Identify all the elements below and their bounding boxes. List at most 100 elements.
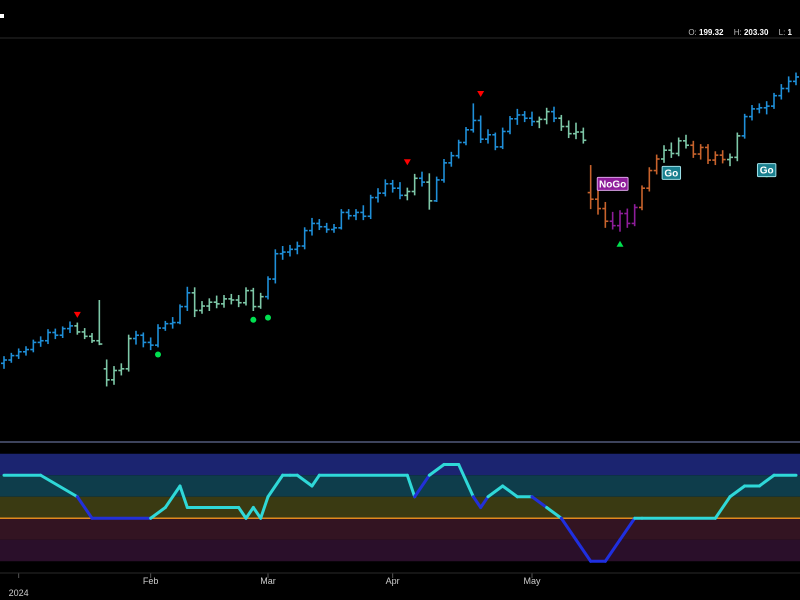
price-bar (536, 116, 543, 129)
price-bar (59, 326, 66, 338)
signal-dot-icon (155, 351, 161, 358)
price-bar (279, 246, 286, 260)
oscillator-segment (251, 506, 263, 520)
high-label: H: (733, 28, 742, 37)
high-value: 203.30 (743, 28, 769, 37)
oscillator-segment (266, 473, 285, 499)
price-bar (272, 249, 279, 284)
price-bar (639, 185, 645, 211)
sell-signal-icon (477, 91, 485, 98)
price-bar (287, 244, 293, 257)
price-bar (67, 321, 73, 334)
price-bar (419, 171, 425, 187)
price-bar (543, 107, 550, 125)
price-bar (705, 144, 711, 164)
x-tick-label: May (523, 576, 541, 586)
price-bar (653, 154, 660, 175)
go-label: Go (756, 163, 777, 178)
oscillator-segment (163, 484, 182, 509)
oscillator-band (0, 539, 800, 562)
price-bar (558, 114, 565, 131)
price-bar (382, 179, 389, 197)
price-bar (184, 286, 191, 311)
price-bar (345, 209, 352, 220)
price-bar (52, 328, 59, 340)
label-text: Go (664, 168, 678, 179)
price-bar (749, 105, 755, 121)
price-bar (331, 223, 337, 233)
price-bar (411, 173, 418, 196)
price-bar (111, 366, 117, 385)
price-bar (426, 173, 433, 210)
price-bar (602, 201, 609, 228)
label-text: NoGo (599, 179, 626, 190)
price-bar (23, 346, 29, 356)
price-bar (169, 317, 176, 329)
oscillator-segment (75, 495, 94, 520)
oscillator-segment (479, 495, 490, 509)
oscillator-segment (545, 506, 563, 520)
oscillator-band (0, 453, 800, 476)
price-bar (309, 217, 315, 236)
price-bar (448, 151, 455, 167)
oscillator-segment (603, 538, 622, 563)
price-bar (397, 182, 403, 200)
price-bar (213, 295, 220, 309)
price-bar (360, 205, 367, 221)
price-bar (551, 106, 557, 123)
sell-signal-icon (403, 159, 411, 166)
signal-dot-icon (265, 314, 271, 321)
oscillator-segment (405, 473, 417, 499)
price-bar (125, 334, 132, 372)
oscillator-segment (486, 484, 505, 499)
price-bar (463, 127, 469, 146)
price-bar (587, 165, 594, 210)
window-corner-glyph (0, 14, 4, 18)
oscillator-segment (618, 516, 637, 542)
oscillator-segment (295, 473, 314, 488)
price-bar (155, 324, 161, 348)
price-bar (257, 292, 264, 309)
price-bar (375, 188, 381, 203)
x-tick-label: 2024 (9, 588, 29, 598)
x-tick-label: Feb (143, 576, 159, 586)
oscillator-segment (574, 538, 593, 563)
price-bar (580, 127, 587, 144)
price-bar (690, 140, 697, 158)
oscillator-segment (39, 473, 79, 499)
price-bar (617, 210, 623, 232)
price-bar (492, 132, 499, 151)
price-bar (675, 137, 682, 157)
oscillator-segment (310, 473, 321, 488)
price-bar (118, 363, 125, 376)
signal-dot-icon (250, 316, 257, 323)
price-bar (103, 359, 110, 387)
open-value: 199.32 (699, 28, 724, 37)
price-bar (514, 108, 521, 125)
price-bar (89, 333, 95, 343)
oscillator-segment (178, 484, 189, 509)
price-bar (529, 111, 535, 126)
label-box (661, 165, 682, 180)
price-bar (81, 328, 88, 340)
price-bar (353, 209, 359, 221)
price-bar (206, 298, 213, 311)
oscillator-band (0, 496, 800, 519)
nogo-label: NoGo (596, 176, 629, 191)
price-bar (485, 129, 491, 144)
open-label: O: (688, 28, 697, 37)
price-bar (763, 101, 770, 115)
price-bar (624, 208, 631, 228)
oscillator-segment (471, 495, 483, 509)
label-box (596, 176, 629, 191)
oscillator-segment (713, 495, 732, 520)
price-bar (316, 219, 323, 231)
price-bar (389, 179, 396, 193)
price-bar (177, 304, 183, 325)
oscillator-segment (237, 506, 248, 520)
oscillator-segment (501, 484, 519, 499)
price-bar (573, 122, 579, 140)
price-bar (147, 337, 154, 351)
price-bar (646, 167, 653, 192)
